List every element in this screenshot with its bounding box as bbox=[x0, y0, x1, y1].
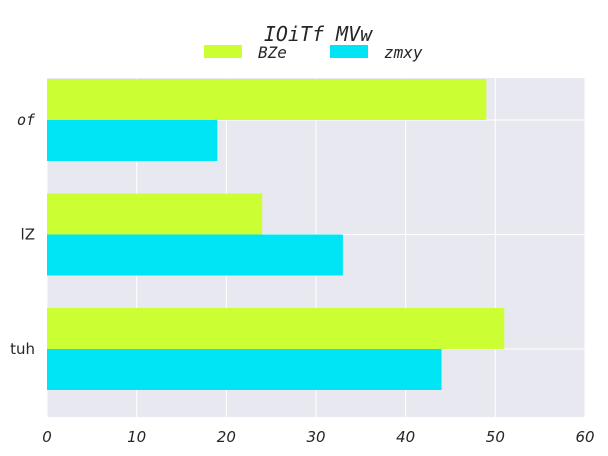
x-tick-label-4: 40 bbox=[396, 428, 415, 446]
bar-bze-of bbox=[47, 79, 487, 120]
x-tick-label-3: 30 bbox=[306, 428, 325, 446]
y-tick-label-2: tuh bbox=[10, 340, 35, 358]
x-tick-label-6: 60 bbox=[575, 428, 594, 446]
bar-zmxy-of bbox=[47, 120, 218, 161]
y-axis-ticks: of lZ tuh bbox=[10, 111, 36, 358]
bar-zmxy-lz bbox=[47, 234, 343, 276]
legend-swatch-zmxy bbox=[330, 45, 368, 58]
y-tick-label-1: lZ bbox=[21, 226, 35, 244]
bars bbox=[47, 79, 505, 390]
chart-title: IOiTf MVw bbox=[264, 22, 373, 46]
bar-bze-lz bbox=[47, 193, 263, 235]
x-axis-ticks: 0 10 20 30 40 50 60 bbox=[42, 428, 594, 446]
x-tick-label-5: 50 bbox=[486, 428, 505, 446]
x-tick-label-1: 10 bbox=[127, 428, 146, 446]
legend: BZe zmxy bbox=[204, 43, 423, 62]
legend-label-bze: BZe bbox=[258, 43, 287, 62]
x-tick-label-0: 0 bbox=[42, 428, 52, 446]
x-tick-label-2: 20 bbox=[217, 428, 236, 446]
bar-bze-tuh bbox=[47, 308, 505, 349]
legend-label-zmxy: zmxy bbox=[384, 43, 423, 62]
bar-zmxy-tuh bbox=[47, 349, 442, 390]
y-tick-label-0: of bbox=[17, 111, 36, 129]
legend-swatch-bze bbox=[204, 45, 242, 58]
